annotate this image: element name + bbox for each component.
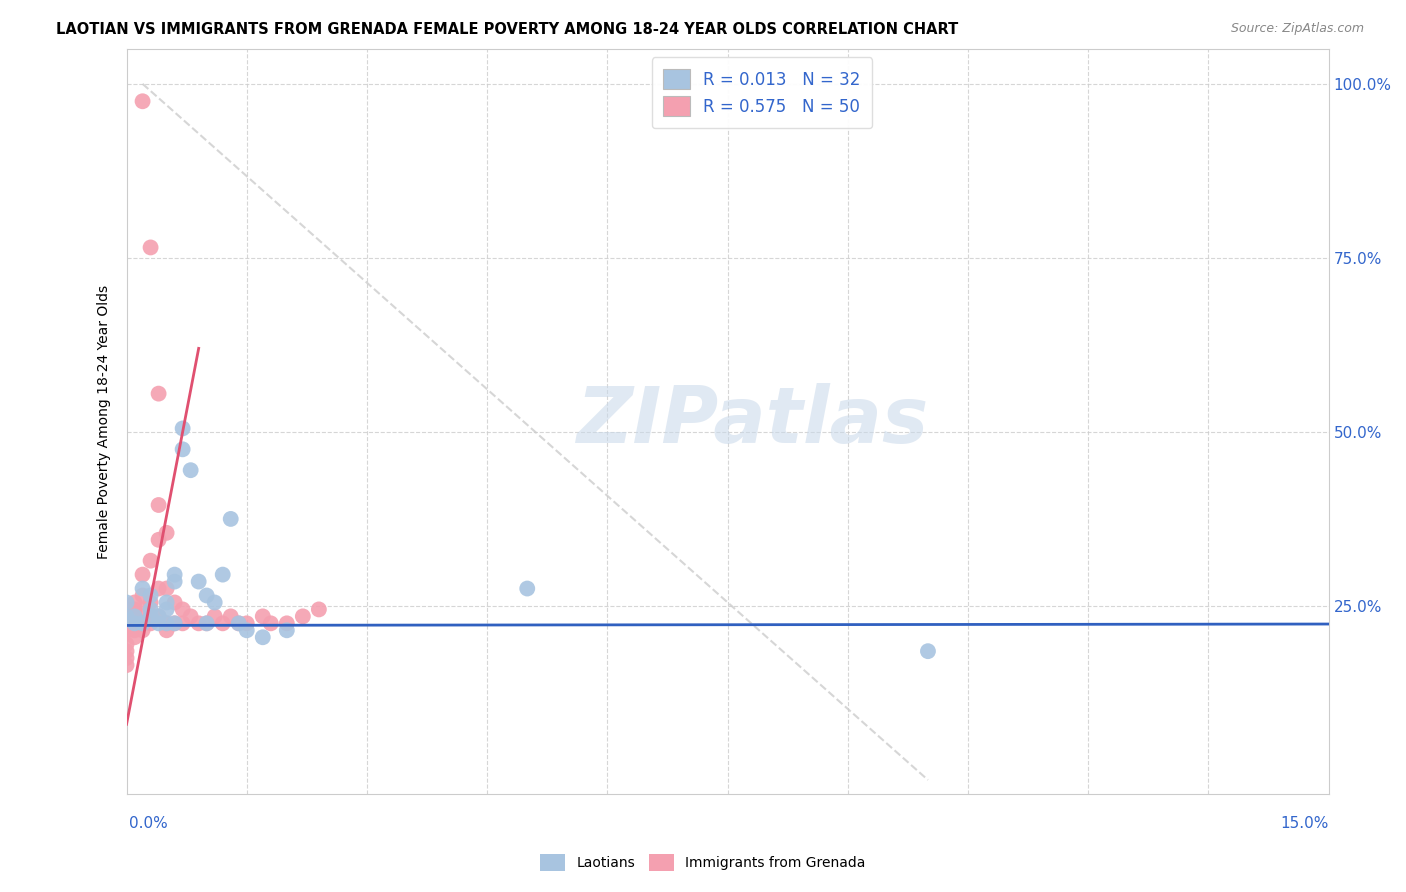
Point [276,616,298,631]
Point [155,616,177,631]
Point [252,609,274,624]
Point [155,595,177,609]
Point [124,595,146,609]
Point [228,616,250,631]
Point [148,533,170,547]
Point [204,595,226,609]
Point [180,463,202,477]
Legend: R = 0.013   N = 32, R = 0.575   N = 50: R = 0.013 N = 32, R = 0.575 N = 50 [652,57,873,128]
Point [252,630,274,644]
Point [211,616,233,631]
Point [131,602,153,616]
Point [148,609,170,624]
Point [139,616,162,631]
Point [139,554,162,568]
Point [163,567,186,582]
Legend: Laotians, Immigrants from Grenada: Laotians, Immigrants from Grenada [534,848,872,876]
Point [115,644,138,658]
Point [139,602,162,616]
Point [195,616,218,631]
Point [148,609,170,624]
Point [172,442,194,457]
Point [260,616,283,631]
Text: 0.0%: 0.0% [129,816,169,830]
Point [228,616,250,631]
Point [124,624,146,638]
Point [131,95,153,109]
Point [235,624,259,638]
Point [163,574,186,589]
Point [131,589,153,603]
Point [124,602,146,616]
Point [195,616,218,631]
Point [139,609,162,624]
Text: LAOTIAN VS IMMIGRANTS FROM GRENADA FEMALE POVERTY AMONG 18-24 YEAR OLDS CORRELAT: LAOTIAN VS IMMIGRANTS FROM GRENADA FEMAL… [56,22,959,37]
Point [276,624,298,638]
Point [172,602,194,616]
Point [155,602,177,616]
Point [155,525,177,540]
Text: Source: ZipAtlas.com: Source: ZipAtlas.com [1230,22,1364,36]
Point [219,512,242,526]
Point [148,498,170,512]
Point [155,616,177,631]
Point [124,616,146,631]
Point [131,567,153,582]
Point [139,595,162,609]
Point [917,644,939,658]
Point [172,421,194,435]
Point [124,609,146,624]
Point [195,589,218,603]
Point [115,658,138,673]
Point [291,609,314,624]
Point [131,616,153,631]
Point [148,386,170,401]
Point [124,630,146,644]
Point [308,602,330,616]
Point [131,624,153,638]
Text: 15.0%: 15.0% [1281,816,1329,830]
Point [155,582,177,596]
Text: ZIPatlas: ZIPatlas [575,384,928,459]
Point [148,616,170,631]
Point [115,651,138,665]
Point [172,616,194,631]
Point [124,616,146,631]
Point [139,240,162,254]
Point [235,616,259,631]
Point [187,574,209,589]
Point [139,609,162,624]
Point [115,624,138,638]
Y-axis label: Female Poverty Among 18-24 Year Olds: Female Poverty Among 18-24 Year Olds [97,285,111,558]
Point [131,582,153,596]
Point [163,595,186,609]
Point [211,567,233,582]
Point [115,609,138,624]
Point [115,595,138,609]
Point [163,616,186,631]
Point [204,609,226,624]
Point [187,616,209,631]
Point [131,616,153,631]
Point [124,609,146,624]
Point [219,609,242,624]
Point [163,616,186,631]
Point [115,637,138,651]
Point [155,624,177,638]
Point [148,582,170,596]
Point [180,609,202,624]
Point [115,609,138,624]
Point [516,582,538,596]
Point [115,602,138,616]
Point [139,589,162,603]
